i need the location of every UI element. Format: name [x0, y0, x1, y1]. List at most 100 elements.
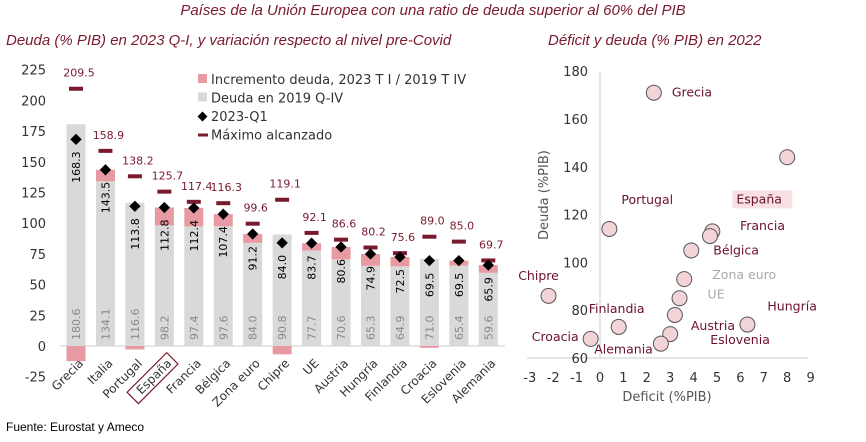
legend-label: Deuda en 2019 Q-IV: [211, 92, 343, 107]
scatter-point: [739, 316, 756, 333]
point-label: Finlandia: [589, 301, 645, 316]
bar-2019: [419, 258, 439, 346]
q1-2023-marker: [188, 202, 200, 214]
base-2019-label: 134.1: [99, 309, 112, 341]
base-2019-label: 90.8: [276, 316, 289, 341]
point-label: Austria: [691, 318, 735, 333]
bar-2019: [66, 124, 86, 346]
bar-increment: [95, 169, 115, 182]
max-label: 209.5: [63, 67, 95, 80]
q1-2023-label: 80.6: [335, 259, 348, 284]
max-label: 92.1: [302, 211, 327, 224]
max-label: 116.3: [211, 181, 243, 194]
max-marker: [127, 174, 142, 179]
q1-2023-label: 83.7: [306, 255, 319, 280]
base-2019-label: 64.9: [394, 316, 407, 341]
max-label: 85.0: [450, 220, 475, 233]
q1-2023-marker: [305, 237, 318, 249]
max-marker: [186, 199, 201, 204]
max-label: 99.6: [243, 202, 268, 215]
point-label: Hungría: [767, 299, 816, 314]
scatter-point: [676, 271, 693, 288]
point-label: Eslovenia: [710, 332, 770, 347]
x-tick-label: 0: [596, 371, 604, 386]
q1-2023-label: 84.0: [276, 255, 289, 280]
q1-2023-marker: [423, 254, 436, 267]
max-marker: [363, 245, 378, 250]
y-tick-label: -25: [25, 371, 46, 386]
q1-2023-label: 74.9: [365, 266, 378, 291]
y-tick-label: 150: [21, 156, 46, 171]
max-label: 117.4: [181, 180, 213, 193]
y-tick-label: 75: [29, 248, 46, 263]
q1-2023-marker: [247, 228, 259, 240]
bar-increment: [154, 207, 174, 226]
scatter-point: [645, 84, 662, 101]
legend-swatch: [198, 74, 207, 83]
y-tick-label: 120: [563, 209, 588, 224]
point-label: Alemania: [594, 342, 653, 357]
max-marker: [422, 234, 437, 239]
x-tick-label: -1: [570, 371, 583, 386]
scatter-point: [652, 335, 669, 352]
scatter-point: [671, 290, 688, 307]
max-label: 86.6: [332, 218, 357, 231]
point-label: Portugal: [621, 192, 673, 207]
point-label: España: [736, 191, 782, 206]
y-tick-label: 60: [571, 352, 588, 367]
bar-2019: [154, 225, 174, 346]
max-label: 158.9: [93, 129, 125, 142]
base-2019-label: 71.0: [423, 316, 436, 341]
q1-2023-label: 69.5: [423, 273, 436, 298]
category-label: Grecia: [49, 356, 86, 393]
q1-2023-marker: [482, 259, 494, 271]
scatter-point: [779, 149, 796, 166]
y-tick-label: 125: [21, 187, 46, 202]
base-2019-label: 77.7: [306, 316, 319, 341]
bar-2019: [361, 265, 380, 346]
q1-2023-label: 143.5: [99, 182, 112, 214]
max-label: 75.6: [391, 231, 416, 244]
legend-swatch: [198, 92, 207, 102]
y-tick-label: 100: [563, 256, 588, 271]
point-label: Chipre: [518, 268, 559, 283]
x-tick-label: -3: [523, 371, 536, 386]
bar-2019: [184, 226, 204, 346]
q1-2023-label: 107.4: [217, 226, 230, 258]
base-2019-label: 65.4: [453, 316, 466, 341]
bar-2019: [478, 272, 498, 346]
bar-increment: [272, 346, 292, 355]
x-tick-label: 2: [643, 371, 651, 386]
legend-label: 2023-Q1: [211, 110, 268, 125]
bar-increment: [213, 214, 233, 227]
max-marker: [157, 189, 172, 194]
y-tick-label: 225: [21, 64, 46, 79]
point-label: UE: [708, 286, 725, 301]
q1-2023-marker: [158, 201, 171, 214]
y-tick-label: 140: [563, 161, 588, 176]
category-label: UE: [300, 356, 321, 377]
q1-2023-label: 112.4: [188, 220, 201, 252]
base-2019-label: 97.6: [217, 316, 230, 341]
point-label: Bélgica: [713, 242, 759, 257]
scatter-point: [701, 228, 718, 245]
q1-2023-marker: [129, 200, 141, 212]
bar-2019: [213, 226, 233, 346]
highlight-box: [732, 190, 793, 209]
base-2019-label: 116.6: [129, 309, 142, 341]
max-label: 138.2: [122, 154, 154, 167]
q1-2023-marker: [276, 237, 288, 249]
base-2019-label: 70.6: [335, 316, 348, 341]
scatter-chart-title: Déficit y deuda (% PIB) en 2022: [548, 32, 762, 49]
max-label: 125.7: [152, 170, 184, 183]
q1-2023-marker: [453, 254, 465, 267]
bar-chart-title: Deuda (% PIB) en 2023 Q-I, y variación r…: [6, 32, 452, 49]
legend-label: Máximo alcanzado: [211, 129, 332, 144]
max-marker: [69, 86, 83, 91]
bar-2019: [272, 234, 292, 346]
y-tick-label: 80: [571, 304, 588, 319]
scatter-point: [610, 318, 627, 335]
x-tick-label: 6: [736, 371, 744, 386]
base-2019-label: 98.2: [158, 316, 171, 341]
